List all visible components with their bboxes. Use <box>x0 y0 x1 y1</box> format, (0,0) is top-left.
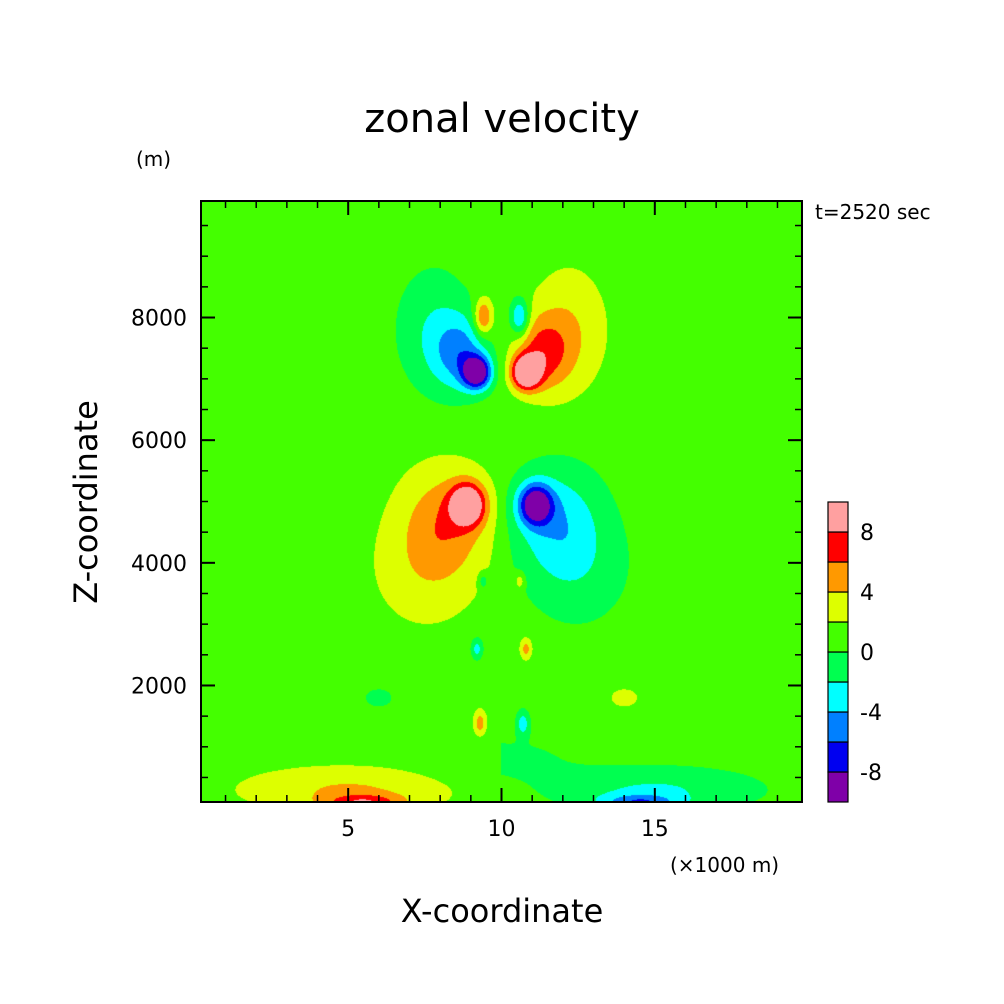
colorbar-tick-label: -8 <box>860 761 882 786</box>
y-tick-label: 2000 <box>131 674 187 699</box>
time-label: t=2520 sec <box>815 200 931 224</box>
colorbar-tick-label: -4 <box>860 701 882 726</box>
colorbar: -8 -4 0 4 8 <box>827 501 882 803</box>
y-unit-label: (m) <box>136 147 171 171</box>
chart-title: zonal velocity <box>364 96 640 142</box>
y-axis-label: Z-coordinate <box>67 400 105 604</box>
y-tick-label: 6000 <box>131 429 187 454</box>
colorbar-tick-label: 4 <box>860 581 874 606</box>
x-axis-label: X-coordinate <box>401 892 604 930</box>
colorbar-swatch <box>827 681 849 713</box>
colorbar-swatch <box>827 741 849 773</box>
velocity-field <box>201 201 802 802</box>
colorbar-swatch <box>827 531 849 563</box>
colorbar-swatch <box>827 561 849 593</box>
x-ticks: 5 10 15 <box>341 201 669 842</box>
colorbar-swatch <box>827 501 849 533</box>
y-tick-label: 4000 <box>131 552 187 577</box>
colorbar-swatch <box>827 591 849 623</box>
colorbar-tick-label: 0 <box>860 641 874 666</box>
plot-area: 5 10 15 2000 4000 6000 8000 <box>131 200 803 842</box>
x-tick-label: 5 <box>341 817 355 842</box>
colorbar-swatch <box>827 651 849 683</box>
colorbar-swatch <box>827 771 849 803</box>
colorbar-swatch <box>827 711 849 743</box>
y-tick-label: 8000 <box>131 307 187 332</box>
colorbar-swatch <box>827 621 849 653</box>
colorbar-tick-label: 8 <box>860 521 874 546</box>
x-tick-label: 15 <box>641 817 669 842</box>
y-ticks: 2000 4000 6000 8000 <box>131 307 802 699</box>
x-unit-label: (×1000 m) <box>670 853 779 877</box>
x-tick-label: 10 <box>488 817 516 842</box>
